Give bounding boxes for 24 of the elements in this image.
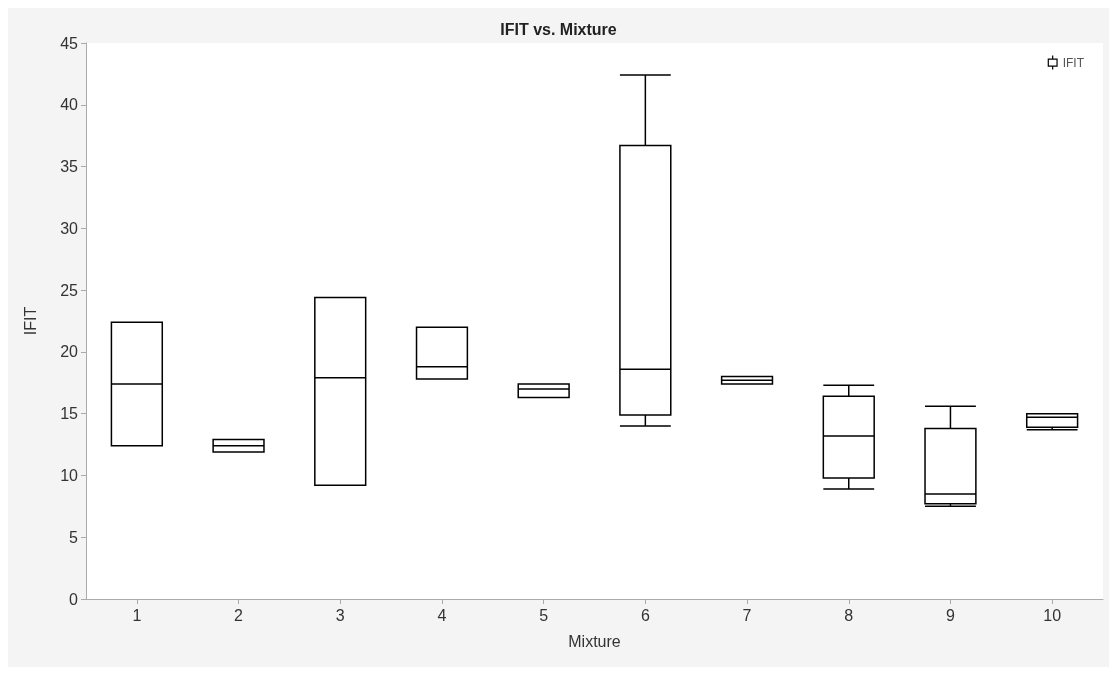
chart-title: IFIT vs. Mixture — [500, 20, 617, 38]
x-tick-label: 10 — [1043, 606, 1062, 624]
x-tick-label: 7 — [742, 606, 752, 624]
x-axis-title: Mixture — [568, 632, 621, 650]
x-tick-label: 6 — [640, 606, 650, 624]
x-tick-label: 1 — [132, 606, 142, 624]
y-tick-label: 15 — [60, 405, 79, 423]
y-tick-label: 40 — [60, 96, 79, 114]
y-tick-label: 0 — [69, 590, 79, 608]
x-tick-label: 3 — [335, 606, 345, 624]
legend-label: IFIT — [1062, 55, 1085, 70]
x-tick-label: 5 — [539, 606, 549, 624]
x-tick-label: 4 — [437, 606, 447, 624]
y-tick-label: 35 — [60, 158, 79, 176]
x-tick-label: 9 — [946, 606, 955, 624]
y-tick-label: 25 — [60, 281, 79, 299]
x-tick-label: 8 — [844, 606, 854, 624]
y-axis-title: IFIT — [21, 306, 39, 336]
y-tick-label: 30 — [60, 219, 79, 237]
y-tick-label: 10 — [60, 466, 79, 484]
y-tick-label: 45 — [60, 34, 79, 52]
x-tick-label: 2 — [234, 606, 244, 624]
y-tick-label: 20 — [60, 343, 79, 361]
y-tick-label: 5 — [69, 528, 79, 546]
